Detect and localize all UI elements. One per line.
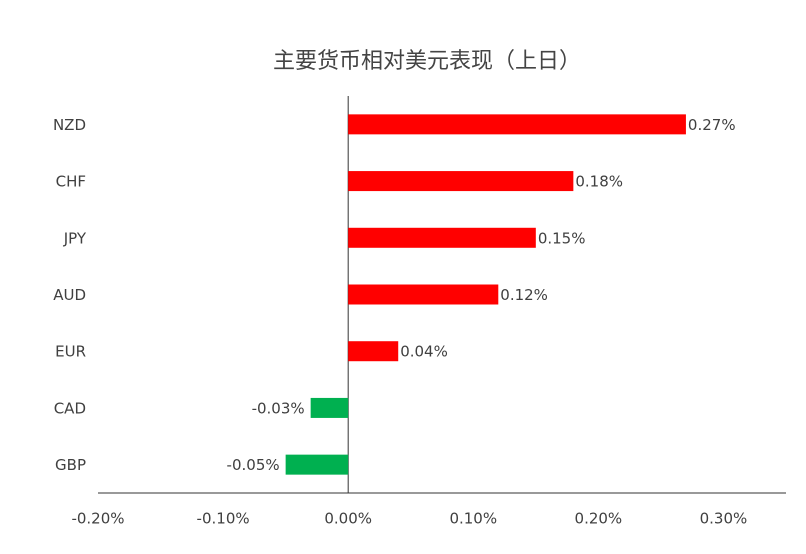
y-tick-label: CAD: [54, 399, 86, 417]
x-tick-label: 0.00%: [324, 510, 372, 528]
y-tick-label: AUD: [53, 286, 86, 304]
chart-title: 主要货币相对美元表现（上日）: [273, 49, 581, 74]
value-label: -0.03%: [252, 399, 305, 417]
bar: [348, 341, 399, 362]
x-tick-label: 0.20%: [575, 510, 623, 528]
bar: [348, 227, 536, 248]
y-tick-label: NZD: [53, 116, 86, 134]
bar: [310, 397, 349, 418]
x-tick-label: 0.10%: [449, 510, 497, 528]
value-label: 0.27%: [688, 116, 736, 134]
bar: [348, 171, 574, 192]
x-tick-label: -0.20%: [71, 510, 124, 528]
value-label: 0.04%: [400, 343, 448, 361]
x-tick-label: 0.30%: [700, 510, 748, 528]
bar: [285, 454, 349, 475]
y-tick-label: EUR: [55, 343, 86, 361]
y-tick-label: GBP: [55, 456, 86, 474]
bar: [348, 114, 686, 135]
x-tick-label: -0.10%: [197, 510, 250, 528]
bar: [348, 284, 499, 305]
value-label: 0.12%: [500, 286, 548, 304]
y-tick-label: CHF: [56, 173, 86, 191]
value-label: -0.05%: [227, 456, 280, 474]
value-label: 0.15%: [538, 229, 586, 247]
value-label: 0.18%: [575, 173, 623, 191]
y-tick-label: JPY: [63, 229, 87, 247]
